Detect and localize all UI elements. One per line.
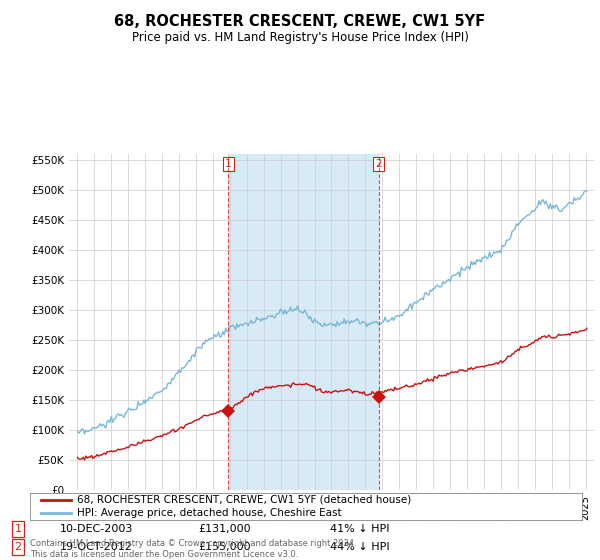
Text: 68, ROCHESTER CRESCENT, CREWE, CW1 5YF (detached house): 68, ROCHESTER CRESCENT, CREWE, CW1 5YF (… [77, 494, 411, 505]
Text: 41% ↓ HPI: 41% ↓ HPI [330, 524, 389, 534]
Text: 2: 2 [376, 159, 382, 169]
Text: Contains HM Land Registry data © Crown copyright and database right 2024.
This d: Contains HM Land Registry data © Crown c… [30, 539, 356, 559]
Text: £131,000: £131,000 [198, 524, 251, 534]
Text: 10-DEC-2003: 10-DEC-2003 [60, 524, 133, 534]
Text: 1: 1 [225, 159, 232, 169]
Bar [229, 154, 379, 490]
Text: HPI: Average price, detached house, Cheshire East: HPI: Average price, detached house, Ches… [77, 508, 341, 518]
Text: 68, ROCHESTER CRESCENT, CREWE, CW1 5YF: 68, ROCHESTER CRESCENT, CREWE, CW1 5YF [115, 14, 485, 29]
Text: £155,000: £155,000 [198, 542, 251, 552]
Text: 19-OCT-2012: 19-OCT-2012 [60, 542, 133, 552]
Text: 1: 1 [14, 524, 22, 534]
Text: Price paid vs. HM Land Registry's House Price Index (HPI): Price paid vs. HM Land Registry's House … [131, 31, 469, 44]
Text: 44% ↓ HPI: 44% ↓ HPI [330, 542, 389, 552]
Text: 2: 2 [14, 542, 22, 552]
